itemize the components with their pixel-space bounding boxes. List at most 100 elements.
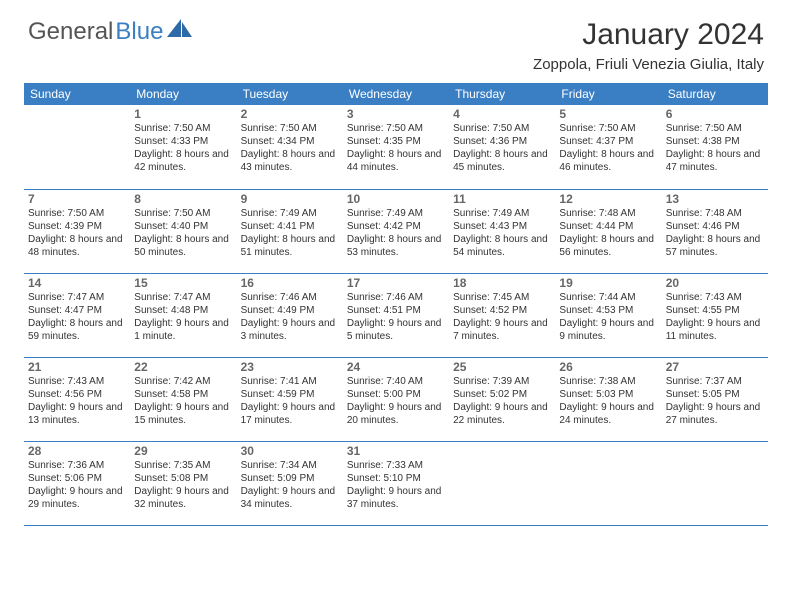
day-number: 6 [666,107,764,121]
calendar-empty-cell [555,441,661,525]
day-number: 9 [241,192,339,206]
calendar-day-cell: 30Sunrise: 7:34 AMSunset: 5:09 PMDayligh… [237,441,343,525]
sun-info: Sunrise: 7:50 AMSunset: 4:38 PMDaylight:… [666,122,764,174]
calendar-day-cell: 9Sunrise: 7:49 AMSunset: 4:41 PMDaylight… [237,189,343,273]
header: GeneralBlue January 2024 Zoppola, Friuli… [0,0,792,77]
location-text: Zoppola, Friuli Venezia Giulia, Italy [533,56,764,73]
calendar-day-cell: 26Sunrise: 7:38 AMSunset: 5:03 PMDayligh… [555,357,661,441]
day-number: 19 [559,276,657,290]
day-number: 21 [28,360,126,374]
weekday-header: Tuesday [237,83,343,105]
weekday-header: Wednesday [343,83,449,105]
sun-info: Sunrise: 7:42 AMSunset: 4:58 PMDaylight:… [134,375,232,427]
calendar-day-cell: 17Sunrise: 7:46 AMSunset: 4:51 PMDayligh… [343,273,449,357]
calendar-empty-cell [24,105,130,189]
calendar-day-cell: 25Sunrise: 7:39 AMSunset: 5:02 PMDayligh… [449,357,555,441]
day-number: 16 [241,276,339,290]
day-number: 30 [241,444,339,458]
logo-text-1: General [28,18,113,46]
calendar-day-cell: 27Sunrise: 7:37 AMSunset: 5:05 PMDayligh… [662,357,768,441]
sun-info: Sunrise: 7:47 AMSunset: 4:47 PMDaylight:… [28,291,126,343]
logo-sail-icon [167,18,193,46]
calendar-day-cell: 14Sunrise: 7:47 AMSunset: 4:47 PMDayligh… [24,273,130,357]
calendar-day-cell: 23Sunrise: 7:41 AMSunset: 4:59 PMDayligh… [237,357,343,441]
sun-info: Sunrise: 7:50 AMSunset: 4:33 PMDaylight:… [134,122,232,174]
calendar-day-cell: 19Sunrise: 7:44 AMSunset: 4:53 PMDayligh… [555,273,661,357]
day-number: 11 [453,192,551,206]
calendar-day-cell: 4Sunrise: 7:50 AMSunset: 4:36 PMDaylight… [449,105,555,189]
day-number: 8 [134,192,232,206]
sun-info: Sunrise: 7:48 AMSunset: 4:46 PMDaylight:… [666,207,764,259]
weekday-header: Saturday [662,83,768,105]
day-number: 10 [347,192,445,206]
calendar-table: SundayMondayTuesdayWednesdayThursdayFrid… [24,83,768,526]
calendar-day-cell: 11Sunrise: 7:49 AMSunset: 4:43 PMDayligh… [449,189,555,273]
sun-info: Sunrise: 7:50 AMSunset: 4:39 PMDaylight:… [28,207,126,259]
sun-info: Sunrise: 7:48 AMSunset: 4:44 PMDaylight:… [559,207,657,259]
day-number: 17 [347,276,445,290]
calendar-day-cell: 5Sunrise: 7:50 AMSunset: 4:37 PMDaylight… [555,105,661,189]
sun-info: Sunrise: 7:50 AMSunset: 4:37 PMDaylight:… [559,122,657,174]
logo: GeneralBlue [28,18,193,46]
page-title: January 2024 [533,18,764,52]
day-number: 31 [347,444,445,458]
weekday-header: Sunday [24,83,130,105]
sun-info: Sunrise: 7:45 AMSunset: 4:52 PMDaylight:… [453,291,551,343]
sun-info: Sunrise: 7:39 AMSunset: 5:02 PMDaylight:… [453,375,551,427]
calendar-day-cell: 8Sunrise: 7:50 AMSunset: 4:40 PMDaylight… [130,189,236,273]
weekday-header: Monday [130,83,236,105]
calendar-empty-cell [662,441,768,525]
sun-info: Sunrise: 7:46 AMSunset: 4:51 PMDaylight:… [347,291,445,343]
calendar-day-cell: 20Sunrise: 7:43 AMSunset: 4:55 PMDayligh… [662,273,768,357]
sun-info: Sunrise: 7:40 AMSunset: 5:00 PMDaylight:… [347,375,445,427]
sun-info: Sunrise: 7:47 AMSunset: 4:48 PMDaylight:… [134,291,232,343]
calendar-day-cell: 2Sunrise: 7:50 AMSunset: 4:34 PMDaylight… [237,105,343,189]
sun-info: Sunrise: 7:44 AMSunset: 4:53 PMDaylight:… [559,291,657,343]
weekday-header: Friday [555,83,661,105]
day-number: 3 [347,107,445,121]
day-number: 14 [28,276,126,290]
day-number: 26 [559,360,657,374]
title-block: January 2024 Zoppola, Friuli Venezia Giu… [533,18,764,73]
calendar-day-cell: 7Sunrise: 7:50 AMSunset: 4:39 PMDaylight… [24,189,130,273]
day-number: 15 [134,276,232,290]
day-number: 24 [347,360,445,374]
sun-info: Sunrise: 7:46 AMSunset: 4:49 PMDaylight:… [241,291,339,343]
calendar-day-cell: 18Sunrise: 7:45 AMSunset: 4:52 PMDayligh… [449,273,555,357]
calendar-day-cell: 10Sunrise: 7:49 AMSunset: 4:42 PMDayligh… [343,189,449,273]
day-number: 18 [453,276,551,290]
calendar-day-cell: 6Sunrise: 7:50 AMSunset: 4:38 PMDaylight… [662,105,768,189]
sun-info: Sunrise: 7:49 AMSunset: 4:43 PMDaylight:… [453,207,551,259]
day-number: 23 [241,360,339,374]
calendar-day-cell: 12Sunrise: 7:48 AMSunset: 4:44 PMDayligh… [555,189,661,273]
sun-info: Sunrise: 7:50 AMSunset: 4:40 PMDaylight:… [134,207,232,259]
sun-info: Sunrise: 7:43 AMSunset: 4:55 PMDaylight:… [666,291,764,343]
day-number: 5 [559,107,657,121]
day-number: 22 [134,360,232,374]
sun-info: Sunrise: 7:50 AMSunset: 4:34 PMDaylight:… [241,122,339,174]
calendar-day-cell: 15Sunrise: 7:47 AMSunset: 4:48 PMDayligh… [130,273,236,357]
day-number: 1 [134,107,232,121]
sun-info: Sunrise: 7:49 AMSunset: 4:42 PMDaylight:… [347,207,445,259]
calendar-day-cell: 21Sunrise: 7:43 AMSunset: 4:56 PMDayligh… [24,357,130,441]
sun-info: Sunrise: 7:34 AMSunset: 5:09 PMDaylight:… [241,459,339,511]
calendar-day-cell: 13Sunrise: 7:48 AMSunset: 4:46 PMDayligh… [662,189,768,273]
sun-info: Sunrise: 7:49 AMSunset: 4:41 PMDaylight:… [241,207,339,259]
day-number: 12 [559,192,657,206]
day-number: 27 [666,360,764,374]
day-number: 2 [241,107,339,121]
calendar-day-cell: 29Sunrise: 7:35 AMSunset: 5:08 PMDayligh… [130,441,236,525]
day-number: 28 [28,444,126,458]
weekday-header-row: SundayMondayTuesdayWednesdayThursdayFrid… [24,83,768,105]
sun-info: Sunrise: 7:38 AMSunset: 5:03 PMDaylight:… [559,375,657,427]
logo-text-2: Blue [115,18,163,46]
calendar-day-cell: 1Sunrise: 7:50 AMSunset: 4:33 PMDaylight… [130,105,236,189]
calendar-week-row: 21Sunrise: 7:43 AMSunset: 4:56 PMDayligh… [24,357,768,441]
calendar-day-cell: 28Sunrise: 7:36 AMSunset: 5:06 PMDayligh… [24,441,130,525]
calendar-day-cell: 24Sunrise: 7:40 AMSunset: 5:00 PMDayligh… [343,357,449,441]
sun-info: Sunrise: 7:41 AMSunset: 4:59 PMDaylight:… [241,375,339,427]
day-number: 25 [453,360,551,374]
day-number: 20 [666,276,764,290]
weekday-header: Thursday [449,83,555,105]
sun-info: Sunrise: 7:43 AMSunset: 4:56 PMDaylight:… [28,375,126,427]
